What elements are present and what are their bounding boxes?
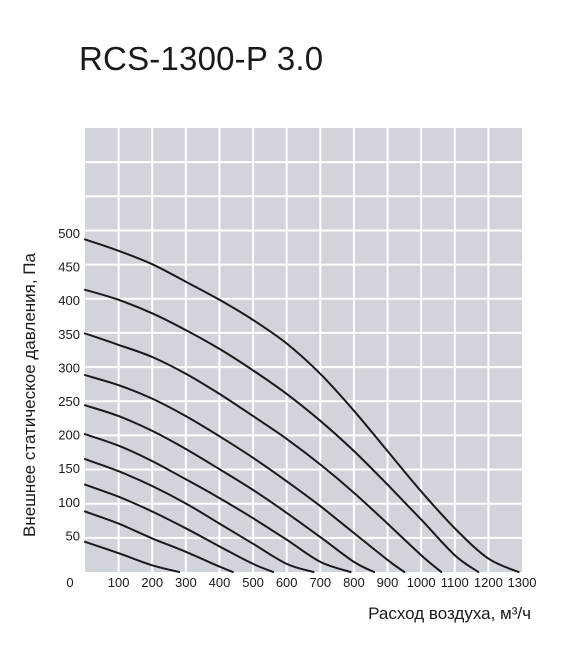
x-tick-label: 200 <box>141 575 163 590</box>
performance-curve-9 <box>84 288 480 573</box>
y-axis-label: Внешнее статическое давления, Па <box>20 252 39 537</box>
x-tick-label: 900 <box>377 575 399 590</box>
origin-label: 0 <box>66 575 73 590</box>
y-tick-label: 150 <box>58 461 80 476</box>
performance-curve-6 <box>84 404 376 573</box>
x-tick-label: 400 <box>209 575 231 590</box>
x-tick-label: 1200 <box>474 575 503 590</box>
performance-curve-1 <box>84 540 181 573</box>
performance-curves <box>84 238 520 573</box>
y-tick-label: 200 <box>58 428 80 443</box>
y-tick-label: 350 <box>58 327 80 342</box>
performance-curve-4 <box>84 458 315 573</box>
grid <box>85 128 522 572</box>
y-tick-label: 500 <box>58 226 80 241</box>
x-tick-label: 300 <box>175 575 197 590</box>
x-tick-label: 500 <box>242 575 264 590</box>
x-tick-label: 800 <box>343 575 365 590</box>
y-tick-label: 250 <box>58 394 80 409</box>
x-tick-label: 700 <box>309 575 331 590</box>
performance-curve-7 <box>84 374 406 573</box>
performance-curve-3 <box>84 483 275 573</box>
x-tick-label: 1000 <box>407 575 436 590</box>
x-tick-label: 1100 <box>441 575 469 590</box>
plot-area <box>85 128 522 572</box>
y-tick-label: 100 <box>58 495 80 510</box>
performance-curve-10 <box>84 238 520 573</box>
performance-curve-8 <box>84 332 443 573</box>
x-tick-label: 1300 <box>508 575 537 590</box>
performance-curve-5 <box>84 433 352 573</box>
x-tick-label: 600 <box>276 575 298 590</box>
y-tick-label: 300 <box>58 360 80 375</box>
tick-labels: 100 200 300 400 500 600 700 800 900 1000 1100 1200 1… <box>58 226 536 590</box>
performance-curve-2 <box>84 510 234 573</box>
x-axis-label: Расход воздуха, м³/ч <box>368 604 531 623</box>
x-tick-label: 100 <box>108 575 130 590</box>
y-tick-label: 450 <box>58 260 80 275</box>
y-tick-label: 50 <box>66 528 80 543</box>
plot-background <box>85 128 522 572</box>
y-tick-label: 400 <box>58 293 80 308</box>
chart-title: RCS-1300-P 3.0 <box>79 40 324 77</box>
